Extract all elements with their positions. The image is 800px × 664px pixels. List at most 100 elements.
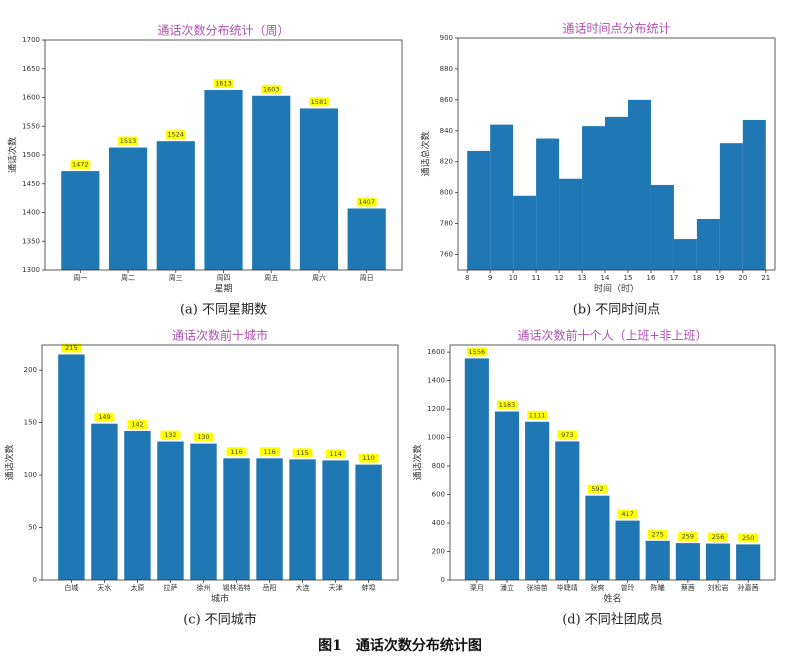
value-label-box [587, 484, 608, 494]
value-label: 114 [329, 450, 341, 458]
histogram-bar [719, 143, 743, 270]
value-label: 215 [65, 344, 77, 352]
figure-caption: 图1 通话次数分布统计图 [318, 637, 482, 654]
value-label-box [358, 453, 379, 463]
y-tick-label: 1000 [427, 434, 445, 442]
axes-frame [449, 344, 776, 581]
bar [156, 141, 195, 270]
x-axis-label: 城市 [211, 593, 229, 605]
x-tick-label: 周三 [169, 274, 183, 282]
bar [157, 441, 184, 580]
value-label: 275 [652, 530, 664, 538]
value-label-box [193, 432, 214, 442]
value-label-box [259, 447, 280, 457]
value-label: 142 [131, 421, 143, 429]
x-tick-label: 10 [509, 274, 518, 282]
y-tick-label: 900 [440, 34, 453, 42]
x-tick-label: 栗月 [470, 584, 484, 592]
value-label: 116 [263, 448, 275, 456]
x-tick-label: 潘立 [500, 583, 514, 592]
x-tick-label: 岳阳 [263, 583, 277, 592]
x-tick-label: 天水 [97, 583, 111, 592]
x-tick-label: 15 [624, 274, 633, 282]
y-tick-label: 1200 [427, 405, 445, 413]
x-tick-label: 周日 [360, 274, 374, 282]
y-tick-label: 400 [432, 519, 445, 527]
bar [108, 147, 148, 270]
value-label: 110 [362, 454, 374, 462]
bar [585, 495, 610, 580]
value-label-box [70, 160, 91, 170]
axes-frame [41, 344, 399, 581]
y-tick-label: 1600 [427, 348, 445, 356]
y-axis-label: 通话次数 [7, 137, 19, 173]
chart-title: 通话时间点分布统计 [562, 22, 670, 36]
histogram-bar [650, 184, 674, 270]
y-tick-label: 200 [432, 548, 445, 556]
x-tick-label: 大连 [296, 583, 310, 592]
value-label: 417 [621, 510, 633, 518]
value-label-box [94, 412, 115, 422]
value-label-box [738, 533, 759, 543]
value-label-box [261, 84, 282, 94]
caption: (d) 不同社团成员 [562, 612, 663, 628]
x-tick-label: 张培苗 [527, 583, 548, 592]
x-tick-label: 锡林浩特 [223, 583, 251, 592]
value-label-box [708, 532, 729, 542]
y-tick-label: 800 [432, 462, 445, 470]
value-label: 1524 [167, 131, 184, 139]
bar [124, 431, 151, 580]
x-tick-label: 白城 [64, 583, 78, 592]
y-tick-label: 1350 [22, 237, 40, 245]
value-label: 149 [98, 413, 110, 421]
y-tick-label: 820 [440, 158, 453, 166]
value-label: 1556 [469, 348, 486, 356]
value-label-box [165, 130, 186, 140]
histogram-bar [536, 138, 560, 270]
chart-title: 通话次数前十城市 [172, 328, 268, 343]
histogram-bar [559, 178, 583, 270]
y-axis-label: 通话次数 [412, 444, 424, 480]
value-label: 132 [164, 431, 176, 439]
x-tick-label: 11 [532, 274, 541, 282]
chart-title: 通话次数前十个人（上班+非上班） [517, 328, 707, 343]
value-label-box [292, 448, 313, 458]
bar [494, 411, 520, 580]
bar [525, 421, 550, 580]
value-label-box [466, 347, 487, 357]
y-tick-label: 200 [24, 366, 37, 374]
x-axis-label: 时间（时） [594, 283, 639, 295]
value-label: 130 [197, 433, 209, 441]
bar [615, 520, 640, 580]
value-label: 259 [682, 533, 694, 541]
caption: (b) 不同时间点 [573, 303, 661, 318]
histogram-bar [627, 99, 651, 270]
value-label-box [118, 136, 139, 146]
x-tick-label: 12 [555, 274, 564, 282]
x-tick-label: 8 [465, 274, 469, 282]
value-label-box [308, 97, 329, 107]
x-tick-label: 周五 [264, 274, 278, 282]
x-tick-label: 太原 [130, 583, 144, 592]
bar [299, 108, 339, 270]
x-tick-label: 徐州 [196, 583, 210, 592]
value-label-box [527, 410, 548, 420]
value-label: 1603 [263, 85, 280, 93]
y-tick-label: 1300 [22, 266, 40, 274]
x-tick-label: 14 [601, 274, 610, 282]
axes-frame [44, 39, 403, 271]
histogram-bar [582, 126, 606, 270]
y-tick-label: 760 [440, 251, 453, 259]
y-tick-label: 0 [441, 576, 445, 584]
value-label: 1111 [529, 411, 546, 419]
axes-frame [457, 37, 776, 271]
caption: (a) 不同星期数 [180, 303, 267, 318]
value-label: 592 [591, 485, 603, 493]
histogram-bar [696, 218, 720, 270]
value-label-box [617, 509, 638, 519]
y-tick-label: 840 [440, 127, 453, 135]
y-axis-label: 通话次数 [4, 444, 16, 480]
y-tick-label: 1550 [22, 122, 40, 130]
x-tick-label: 陈曦 [651, 583, 665, 592]
